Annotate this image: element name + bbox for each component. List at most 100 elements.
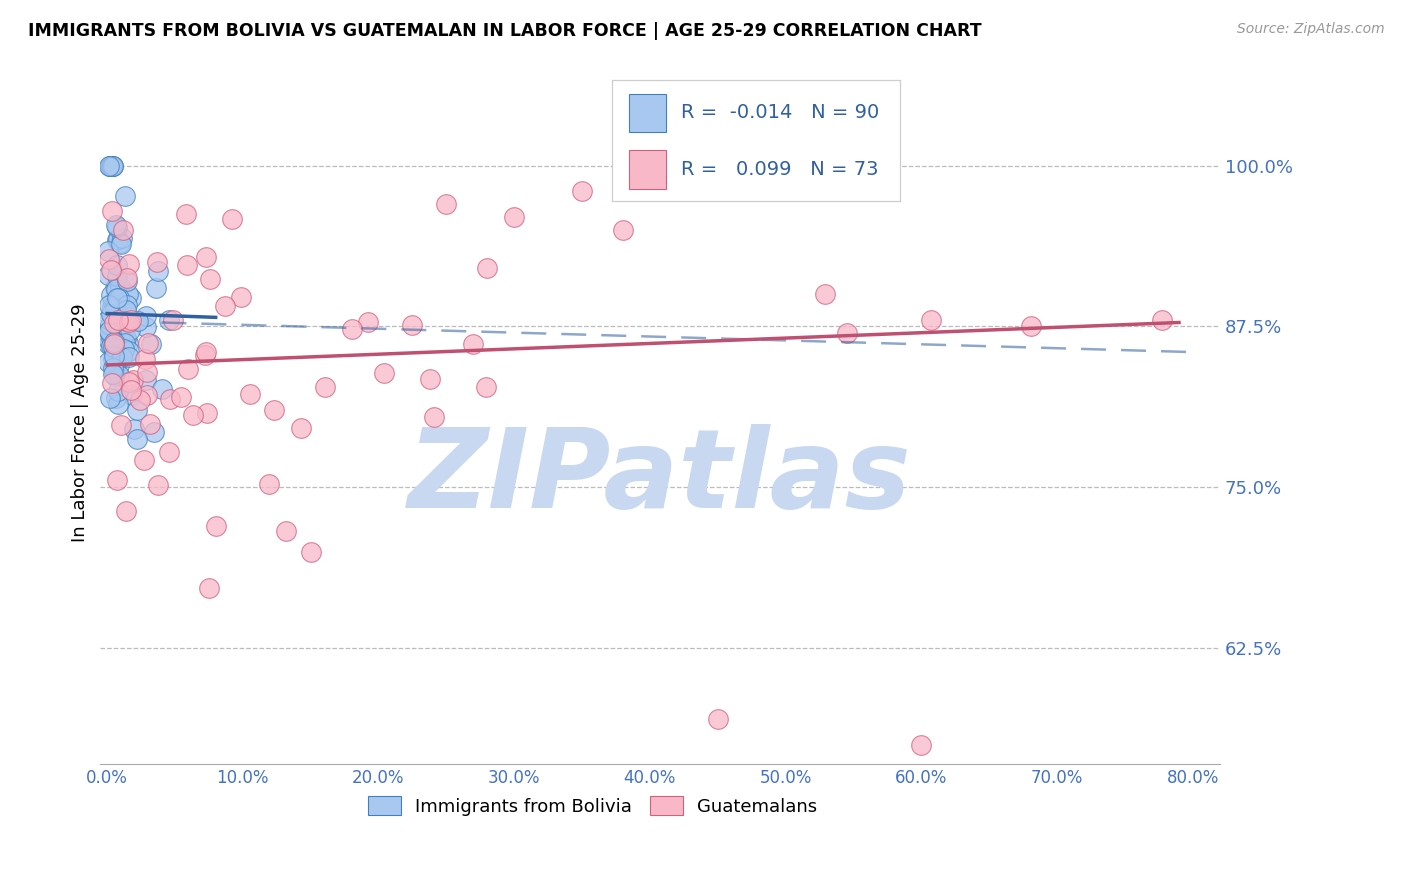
Point <box>104 391 127 405</box>
Point <box>97 159 120 173</box>
Point <box>108 236 131 251</box>
Point <box>214 299 236 313</box>
Point <box>612 223 634 237</box>
Point <box>299 544 322 558</box>
Point <box>101 310 124 325</box>
Point <box>100 318 122 332</box>
Point <box>100 159 122 173</box>
Point <box>107 384 129 399</box>
Point <box>221 212 243 227</box>
Point <box>97 244 120 259</box>
Point <box>101 159 124 173</box>
Point <box>107 277 129 291</box>
Point <box>423 409 446 424</box>
Point <box>108 291 131 305</box>
Point <box>107 232 129 246</box>
Text: Source: ZipAtlas.com: Source: ZipAtlas.com <box>1237 22 1385 37</box>
Point <box>419 372 441 386</box>
Point <box>100 287 122 301</box>
Point <box>98 392 121 406</box>
Point <box>135 388 157 402</box>
Point <box>118 315 141 329</box>
Point <box>101 360 124 375</box>
Point <box>105 218 128 232</box>
Point <box>357 316 380 330</box>
Point <box>1021 319 1043 334</box>
Point <box>101 340 124 354</box>
Point <box>103 337 125 351</box>
Point <box>104 281 127 295</box>
Point <box>101 367 124 381</box>
Point <box>134 453 156 467</box>
Point <box>107 313 129 327</box>
Point <box>461 336 484 351</box>
Point <box>120 291 142 305</box>
Point <box>103 352 125 367</box>
Point <box>477 261 499 276</box>
Point <box>100 262 122 277</box>
Text: R =   0.099   N = 73: R = 0.099 N = 73 <box>681 160 879 179</box>
Point <box>105 357 128 371</box>
Point <box>98 159 121 173</box>
Point <box>100 331 122 345</box>
Point <box>101 295 124 310</box>
Point <box>157 313 180 327</box>
Point <box>100 339 122 353</box>
Point <box>108 280 131 294</box>
Point <box>170 390 193 404</box>
Point <box>135 309 157 323</box>
Point <box>122 422 145 436</box>
Point <box>920 313 942 327</box>
Point <box>162 312 184 326</box>
Point <box>100 307 122 321</box>
Point <box>239 386 262 401</box>
Point <box>174 206 197 220</box>
Point <box>118 323 141 337</box>
Point <box>97 336 120 351</box>
Point <box>314 380 336 394</box>
Point <box>103 335 125 350</box>
Point <box>98 252 121 267</box>
Point <box>111 231 134 245</box>
Point <box>120 312 142 326</box>
Point <box>125 403 148 417</box>
Point <box>108 368 131 383</box>
Point <box>98 159 121 173</box>
Point <box>117 286 139 301</box>
Text: ZIPatlas: ZIPatlas <box>408 424 912 531</box>
Point <box>145 280 167 294</box>
Point <box>105 291 128 305</box>
Point <box>128 392 150 407</box>
Point <box>340 321 363 335</box>
Point <box>263 403 285 417</box>
Point <box>814 287 837 301</box>
Y-axis label: In Labor Force | Age 25-29: In Labor Force | Age 25-29 <box>72 303 89 542</box>
Point <box>204 518 226 533</box>
Point <box>105 219 128 234</box>
Point <box>1150 313 1173 327</box>
Point <box>118 344 141 359</box>
Point <box>146 478 169 492</box>
Point <box>105 353 128 368</box>
Point <box>97 311 120 326</box>
Point <box>373 366 395 380</box>
Point <box>198 272 221 286</box>
Point <box>195 406 218 420</box>
Point <box>118 350 141 364</box>
Point <box>146 263 169 277</box>
Point <box>115 298 138 312</box>
Point <box>276 524 298 538</box>
Point <box>114 188 136 202</box>
Point <box>177 361 200 376</box>
Point <box>104 283 127 297</box>
Point <box>135 320 157 334</box>
Point <box>117 335 139 350</box>
Point <box>114 302 136 317</box>
Point <box>122 373 145 387</box>
Point <box>145 254 167 268</box>
Point <box>114 336 136 351</box>
Point <box>195 250 218 264</box>
Point <box>98 298 121 312</box>
Point <box>100 159 122 173</box>
Point <box>97 332 120 346</box>
